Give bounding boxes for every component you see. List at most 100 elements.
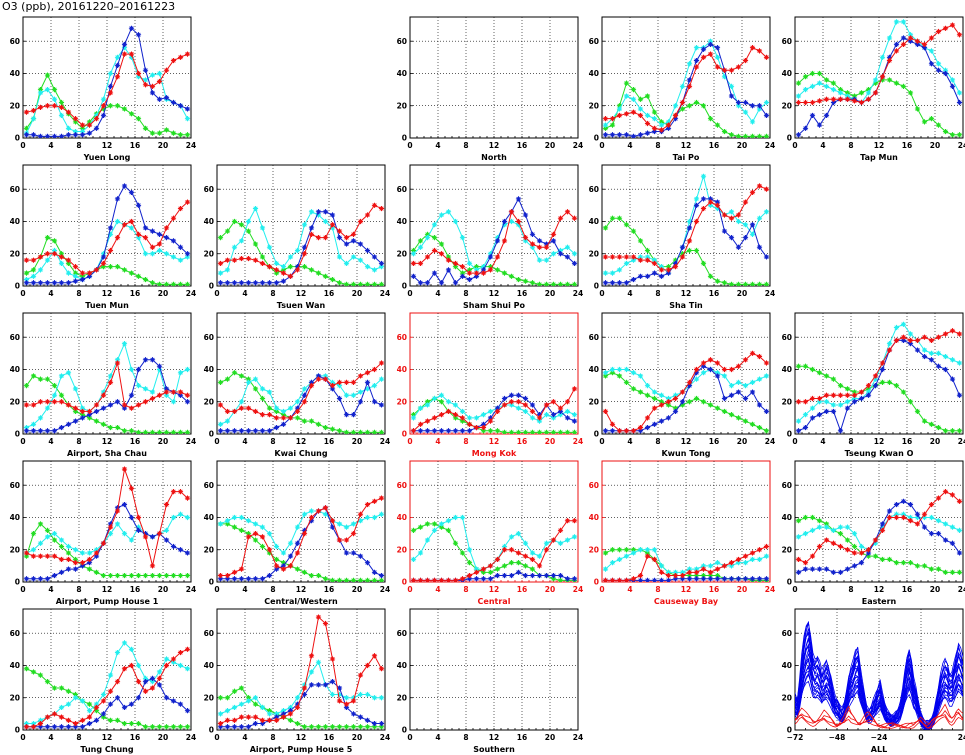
series-point-green [714,122,721,128]
series-point-blue [707,366,714,373]
series-point-red [508,399,515,405]
series-point-cyan [371,383,378,389]
x-tick-label: 24 [380,733,390,742]
series-point-green [529,429,536,434]
series-point-green [609,122,616,128]
series-point-green [879,379,886,385]
series-point-cyan [156,247,163,254]
series-point-red [452,260,459,267]
series-point-red [23,257,30,263]
series-point-green [809,514,816,521]
x-tick-label: 20 [158,437,168,446]
series-point-cyan [224,708,231,714]
x-tick-label: −72 [787,733,804,742]
series-point-green [907,399,914,405]
series-point-green [184,572,191,579]
series-point-red [336,537,343,543]
x-tick-label: 20 [352,289,362,298]
series-point-cyan [693,376,700,382]
x-tick-label: 16 [130,289,140,298]
series-point-cyan [79,128,86,135]
y-tick-label: 40 [589,513,599,522]
series-point-green [893,383,900,389]
series-point-blue [280,711,287,717]
series-point-cyan [135,235,142,241]
series-point-red [371,202,378,208]
series-point-red [280,415,287,421]
series-point-blue [301,691,308,698]
series-point-red [921,334,928,340]
series-point-cyan [217,421,224,427]
series-point-cyan [823,83,830,89]
series-point-green [893,80,900,86]
y-tick-label: 60 [10,481,20,490]
series-point-red [858,389,865,395]
series-point-red [858,99,865,106]
series-point-blue [809,415,816,421]
series-point-cyan [343,392,350,398]
y-tick-label: 60 [10,37,20,46]
series-point-green [921,119,928,125]
series-point-red [163,501,170,508]
series-point-red [830,392,837,398]
series-point-red [851,550,858,556]
series-point-red [287,415,294,421]
series-point-cyan [445,399,452,405]
series-point-blue [742,576,749,582]
series-point-green [410,247,417,254]
series-point-red [536,415,543,421]
series-point-blue [445,267,452,273]
series-point-cyan [515,222,522,228]
series-point-red [809,553,816,559]
series-point-red [231,408,238,415]
x-tick-label: 0 [407,437,412,446]
plot-area [410,196,578,286]
series-point-cyan [823,399,830,405]
x-tick-label: 8 [270,289,275,298]
series-point-green [473,264,480,270]
x-tick-label: 8 [76,141,81,150]
x-tick-label: 16 [130,585,140,594]
series-point-blue [742,99,749,106]
series-point-red [58,399,65,405]
series-point-cyan [266,244,273,250]
series-point-blue [452,280,459,286]
series-point-green [245,695,252,701]
x-tick-label: 4 [435,585,440,594]
series-point-cyan [170,254,177,260]
series-point-blue [135,695,142,701]
series-point-blue [672,260,679,267]
series-point-red [637,424,644,431]
series-point-cyan [742,560,749,566]
series-point-red [184,392,191,398]
series-point-cyan [928,48,935,54]
series-point-green [438,399,445,405]
x-tick-label: 4 [435,437,440,446]
series-point-red [350,379,357,385]
series-point-green [322,576,329,582]
series-point-blue [487,415,494,421]
series-point-red [816,543,823,550]
x-tick-label: 4 [627,289,632,298]
series-point-blue [473,273,480,279]
series-point-red [893,514,900,521]
series-point-blue [65,421,72,427]
series-point-green [51,685,58,691]
series-point-red [156,392,163,398]
series-point-red [721,563,728,569]
series-point-blue [217,724,224,730]
series-point-green [329,276,336,283]
series-point-blue [823,112,830,119]
series-point-blue [23,132,30,138]
series-point-blue [721,395,728,402]
series-point-red [742,57,749,64]
series-point-blue [700,363,707,369]
series-point-blue [644,424,651,431]
series-point-green [30,373,37,379]
series-point-red [170,656,177,662]
series-point-green [238,222,245,228]
series-point-blue [935,363,942,369]
y-tick-label: 60 [589,333,599,342]
